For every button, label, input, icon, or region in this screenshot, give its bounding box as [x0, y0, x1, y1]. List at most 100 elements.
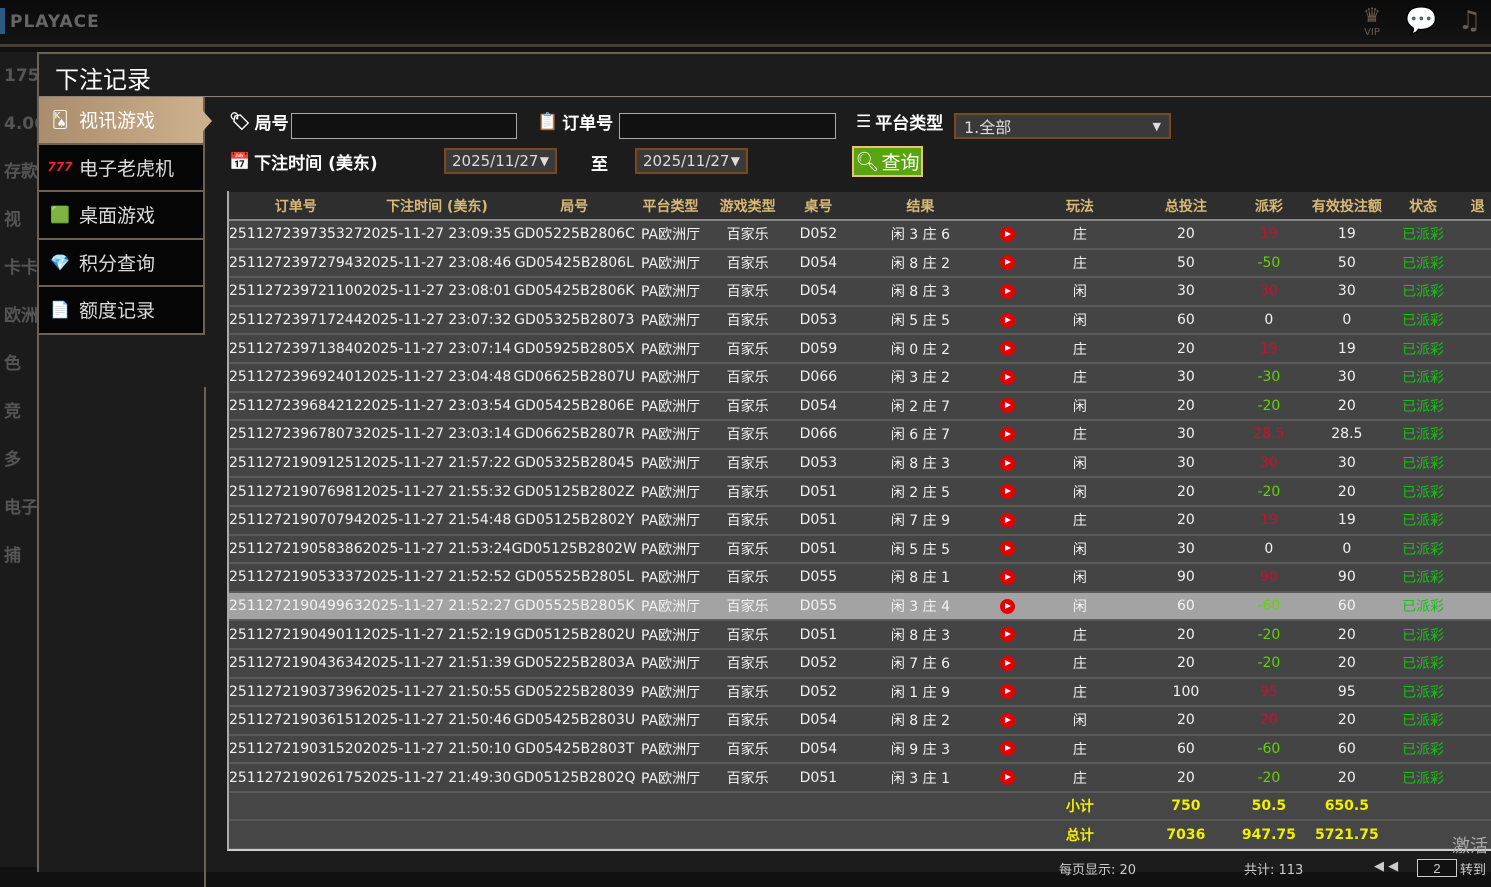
- valid-bet: 20: [1305, 620, 1388, 650]
- table-row[interactable]: 251127219037396 2025-11-27 21:50:55 GD0522…: [229, 677, 1491, 708]
- video-replay[interactable]: [995, 534, 1020, 565]
- table-row[interactable]: 251127219049963 2025-11-27 21:52:27 GD0552…: [229, 591, 1491, 622]
- play-icon[interactable]: [1000, 283, 1016, 299]
- to-label: 至: [591, 155, 608, 175]
- round-number: GD05425B2803T: [511, 734, 638, 765]
- table-row[interactable]: 251127219053337 2025-11-27 21:52:52 GD0552…: [229, 563, 1491, 593]
- round-number: GD05125B2802U: [511, 620, 638, 650]
- table-number: D052: [791, 648, 846, 679]
- video-replay[interactable]: [995, 706, 1020, 736]
- play-icon[interactable]: [1000, 598, 1016, 614]
- order-number: 251127239717244: [229, 305, 363, 336]
- round-input[interactable]: [291, 113, 517, 139]
- table-row[interactable]: 251127219026175 2025-11-27 21:49:30 GD0512…: [229, 763, 1491, 793]
- result: 闲 5 庄 5: [845, 305, 996, 336]
- table-row[interactable]: 251127219036151 2025-11-27 21:50:46 GD0542…: [229, 706, 1491, 736]
- video-replay[interactable]: [995, 362, 1020, 393]
- valid-bet: 50: [1305, 248, 1388, 279]
- play-icon[interactable]: [1000, 512, 1016, 528]
- video-replay[interactable]: [995, 563, 1020, 593]
- play-icon[interactable]: [1000, 770, 1016, 786]
- valid-bet: 20: [1305, 477, 1388, 507]
- play-icon[interactable]: [1000, 541, 1016, 557]
- valid-bet: 19: [1305, 220, 1388, 250]
- video-replay[interactable]: [995, 648, 1020, 679]
- video-replay[interactable]: [995, 305, 1020, 336]
- table-row[interactable]: 251127239727943 2025-11-27 23:08:46 GD0542…: [229, 248, 1491, 279]
- bet-type: 庄: [1019, 334, 1140, 364]
- video-replay[interactable]: [995, 334, 1020, 364]
- table-row[interactable]: 251127239684212 2025-11-27 23:03:54 GD0542…: [229, 391, 1491, 422]
- play-icon[interactable]: [1000, 426, 1016, 442]
- sidebar-item-2[interactable]: 🟩 桌面游戏: [39, 192, 205, 240]
- video-replay[interactable]: [995, 677, 1020, 708]
- table-row[interactable]: 251127239717244 2025-11-27 23:07:32 GD0532…: [229, 305, 1491, 336]
- per-page-text: 每页显示: 20: [1059, 863, 1137, 878]
- date-from-select[interactable]: 2025/11/27 ▼: [444, 148, 557, 174]
- video-replay[interactable]: [995, 477, 1020, 507]
- table-row[interactable]: 251127219091251 2025-11-27 21:57:22 GD0532…: [229, 448, 1491, 479]
- table-row[interactable]: 251127219076981 2025-11-27 21:55:32 GD0512…: [229, 477, 1491, 507]
- date-from-value: 2025/11/27: [452, 152, 539, 170]
- query-button[interactable]: 🔍︎ 查询: [852, 146, 923, 177]
- platform: PA欧洲厅: [637, 677, 704, 708]
- sidebar-item-1[interactable]: 777 电子老虎机: [39, 144, 205, 192]
- page-input[interactable]: [1417, 859, 1457, 877]
- table-row[interactable]: 251127219043634 2025-11-27 21:51:39 GD0522…: [229, 648, 1491, 679]
- game-type: 百家乐: [703, 305, 792, 336]
- play-icon[interactable]: [1000, 684, 1016, 700]
- sidebar-item-0[interactable]: 🂮 视讯游戏: [39, 97, 212, 145]
- table-row[interactable]: 251127219049011 2025-11-27 21:52:19 GD0512…: [229, 620, 1491, 650]
- table-row[interactable]: 251127219058386 2025-11-27 21:53:24 GD0512…: [229, 534, 1491, 565]
- play-icon[interactable]: [1000, 226, 1016, 242]
- column-header: 状态: [1387, 192, 1459, 221]
- sidebar-item-4[interactable]: 📄 额度记录: [39, 287, 205, 335]
- video-replay[interactable]: [995, 763, 1020, 793]
- background-text: 色: [4, 354, 21, 374]
- video-replay[interactable]: [995, 620, 1020, 650]
- video-replay[interactable]: [995, 277, 1020, 307]
- bet-time: 2025-11-27 23:03:54: [362, 391, 512, 422]
- bet-time: 2025-11-27 23:09:35: [362, 220, 512, 250]
- video-replay[interactable]: [995, 220, 1020, 250]
- table-row[interactable]: 251127239713840 2025-11-27 23:07:14 GD0592…: [229, 334, 1491, 364]
- crown-icon[interactable]: ♛ VIP: [1356, 5, 1388, 42]
- table-row[interactable]: 251127239721100 2025-11-27 23:08:01 GD0542…: [229, 277, 1491, 307]
- video-replay[interactable]: [995, 734, 1020, 765]
- video-replay[interactable]: [995, 391, 1020, 422]
- table-row[interactable]: 251127239692401 2025-11-27 23:04:48 GD0662…: [229, 362, 1491, 393]
- play-icon[interactable]: [1000, 341, 1016, 357]
- valid-bet: 60: [1305, 734, 1388, 765]
- play-icon[interactable]: [1000, 484, 1016, 500]
- play-icon[interactable]: [1000, 369, 1016, 385]
- background-text: 欧洲: [4, 306, 37, 326]
- music-icon[interactable]: ♫: [1458, 6, 1482, 36]
- play-icon[interactable]: [1000, 741, 1016, 757]
- play-icon[interactable]: [1000, 627, 1016, 643]
- play-icon[interactable]: [1000, 398, 1016, 414]
- sidebar-item-label: 电子老虎机: [79, 157, 175, 180]
- table-row[interactable]: 251127239678073 2025-11-27 23:03:14 GD0662…: [229, 420, 1491, 450]
- table-row[interactable]: 251127219070794 2025-11-27 21:54:48 GD0512…: [229, 505, 1491, 536]
- video-replay[interactable]: [995, 591, 1020, 622]
- sidebar-item-3[interactable]: 💎 积分查询: [39, 239, 205, 287]
- play-icon[interactable]: [1000, 255, 1016, 271]
- video-replay[interactable]: [995, 448, 1020, 479]
- table-row[interactable]: 251127219031520 2025-11-27 21:50:10 GD0542…: [229, 734, 1491, 765]
- order-input[interactable]: [619, 113, 836, 139]
- play-icon[interactable]: [1000, 455, 1016, 471]
- date-to-select[interactable]: 2025/11/27 ▼: [635, 148, 748, 174]
- play-icon[interactable]: [1000, 655, 1016, 671]
- bet-time: 2025-11-27 23:08:46: [362, 248, 512, 279]
- video-replay[interactable]: [995, 248, 1020, 279]
- round-number: GD06625B2807U: [511, 362, 638, 393]
- table-row[interactable]: 251127239735327 2025-11-27 23:09:35 GD0522…: [229, 220, 1491, 250]
- chat-icon[interactable]: 💬: [1405, 6, 1438, 36]
- platform-select[interactable]: 1.全部 ▼: [954, 113, 1171, 139]
- play-icon[interactable]: [1000, 712, 1016, 728]
- play-icon[interactable]: [1000, 312, 1016, 328]
- video-replay[interactable]: [995, 505, 1020, 536]
- platform: PA欧洲厅: [637, 591, 704, 622]
- play-icon[interactable]: [1000, 569, 1016, 585]
- video-replay[interactable]: [995, 420, 1020, 450]
